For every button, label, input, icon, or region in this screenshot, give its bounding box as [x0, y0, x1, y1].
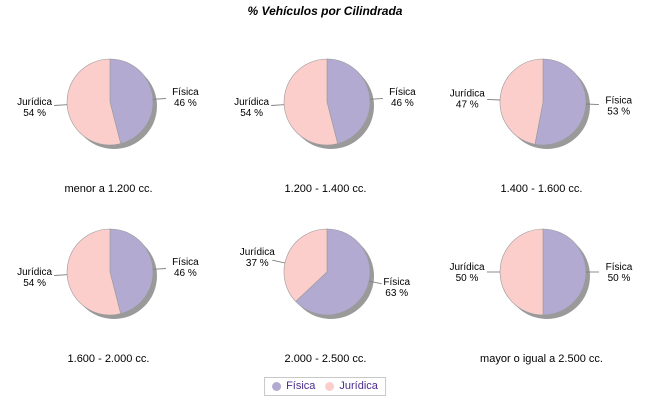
slice-pct-juridica: 47 % — [456, 99, 479, 110]
label-leader-line — [368, 280, 382, 285]
pie-cell-2: Física 46 % Jurídica 54 % 1.200 - 1.400 cc. — [217, 30, 434, 200]
legend-swatch-fisica-icon — [272, 382, 282, 391]
pie-category-label: mayor o igual a 2.500 cc. — [480, 353, 603, 365]
pie-slice-fisica — [534, 58, 587, 146]
slice-label-juridica: Jurídica — [449, 262, 484, 273]
pie-slice-juridica — [66, 228, 122, 316]
slice-pct-fisica: 50 % — [608, 273, 631, 284]
chart-title: % Vehículos por Cilindrada — [247, 4, 403, 18]
slice-label-juridica: Jurídica — [17, 267, 52, 278]
pie-slice-fisica — [109, 228, 154, 315]
slice-label-juridica: Jurídica — [450, 88, 485, 99]
pie-slice-fisica — [109, 58, 154, 145]
pie-category-label: menor a 1.200 cc. — [64, 183, 153, 195]
label-leader-line — [487, 98, 501, 101]
pie-cell-3: Física 53 % Jurídica 47 % 1.400 - 1.600 cc. — [433, 30, 650, 200]
slice-label-juridica: Jurídica — [234, 97, 269, 108]
slice-label-juridica: Jurídica — [240, 247, 275, 258]
label-leader-line — [585, 103, 599, 106]
label-leader-line — [54, 104, 68, 106]
pie-slice-juridica — [499, 228, 544, 316]
pie-category-label: 1.200 - 1.400 cc. — [284, 183, 367, 195]
pie-slice-fisica — [295, 228, 371, 316]
legend: Física Jurídica — [264, 377, 386, 396]
legend-item-fisica: Física — [272, 380, 315, 393]
pie-slice-juridica — [283, 228, 328, 302]
pie-slice-juridica — [283, 58, 339, 146]
legend-label-fisica: Física — [286, 380, 316, 392]
pie-category-label: 1.400 - 1.600 cc. — [500, 183, 583, 195]
slice-label-fisica: Física — [389, 87, 416, 98]
pie-cell-1: Física 46 % Jurídica 54 % menor a 1.200 cc. — [0, 30, 217, 200]
slice-pct-fisica: 46 % — [391, 98, 414, 109]
label-leader-line — [272, 259, 286, 264]
slice-label-fisica: Física — [383, 277, 410, 288]
slice-pct-juridica: 37 % — [246, 258, 269, 269]
slice-label-fisica: Física — [605, 96, 632, 107]
pie-cell-4: Física 46 % Jurídica 54 % 1.600 - 2.000 cc. — [0, 200, 217, 370]
slice-pct-juridica: 54 % — [23, 108, 46, 119]
slice-pct-fisica: 46 % — [174, 268, 197, 279]
slice-pct-fisica: 46 % — [174, 98, 197, 109]
slice-label-fisica: Física — [172, 87, 199, 98]
label-leader-line — [54, 274, 68, 276]
pie-category-label: 2.000 - 2.500 cc. — [284, 353, 367, 365]
legend-item-juridica: Jurídica — [325, 380, 378, 393]
slice-label-juridica: Jurídica — [17, 97, 52, 108]
label-leader-line — [369, 98, 383, 100]
label-leader-line — [271, 104, 285, 106]
pie-cell-6: Física 50 % Jurídica 50 % mayor o igual a 2.… — [433, 200, 650, 370]
slice-pct-juridica: 50 % — [456, 273, 479, 284]
slice-pct-fisica: 63 % — [385, 288, 408, 299]
pie-slice-juridica — [66, 58, 122, 146]
legend-swatch-juridica-icon — [325, 382, 335, 391]
label-leader-line — [152, 98, 166, 100]
pie-slice-fisica — [542, 228, 587, 316]
slice-pct-juridica: 54 % — [240, 108, 263, 119]
pie-slice-fisica — [326, 58, 371, 145]
slice-label-fisica: Física — [172, 257, 199, 268]
slice-pct-fisica: 53 % — [607, 107, 630, 118]
pie-category-label: 1.600 - 2.000 cc. — [67, 353, 150, 365]
legend-label-juridica: Jurídica — [339, 380, 378, 392]
slice-label-fisica: Física — [606, 262, 633, 273]
pie-slice-juridica — [499, 58, 544, 145]
label-leader-line — [152, 268, 166, 270]
pie-cell-5: Física 63 % Jurídica 37 % 2.000 - 2.500 cc. — [217, 200, 434, 370]
slice-pct-juridica: 54 % — [23, 278, 46, 289]
